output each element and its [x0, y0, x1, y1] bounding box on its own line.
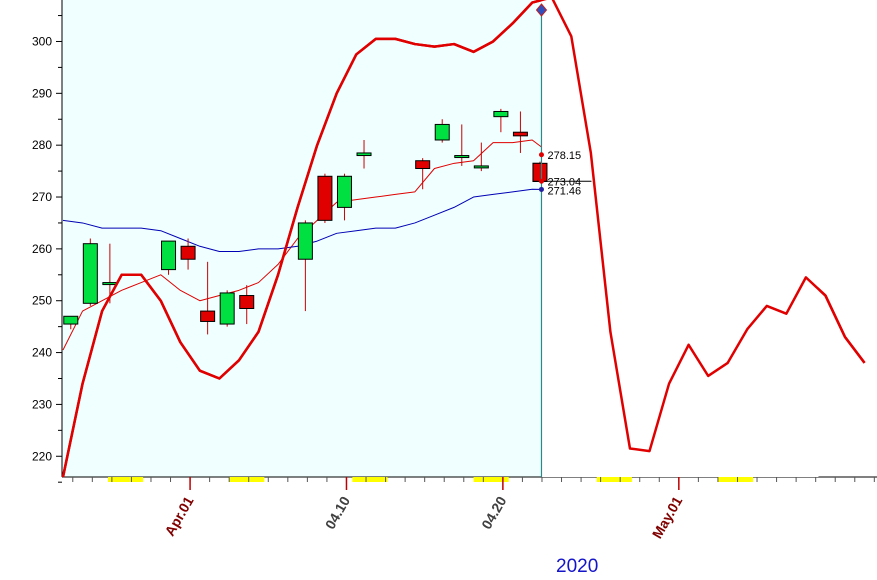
year-label: 2020: [556, 556, 599, 577]
candle-body: [473, 165, 489, 169]
candle-body: [219, 292, 235, 325]
candle-body: [512, 131, 528, 137]
candle-body: [317, 175, 333, 221]
y-axis-ticks: 220 230 240 250 260 270 280 290 300: [32, 15, 62, 483]
weekend-markers: [107, 477, 754, 482]
weekend-marker: [107, 477, 144, 482]
y-tick-label: 280: [32, 138, 52, 152]
cursor-handle-icon: [535, 3, 548, 17]
weekend-marker: [352, 477, 388, 482]
y-tick-label: 290: [32, 86, 52, 100]
y-tick-label: 230: [32, 397, 52, 411]
value-label: 278.15: [547, 150, 581, 162]
weekend-marker: [473, 477, 509, 482]
candle-body: [239, 295, 255, 309]
candle-body: [336, 175, 352, 208]
candle-body: [297, 222, 313, 260]
candle-body: [415, 160, 431, 170]
candle-body: [356, 152, 372, 157]
y-tick-label: 250: [32, 294, 52, 308]
series-line-0-overlay: [61, 0, 866, 478]
candle-body: [434, 123, 450, 141]
candle-body: [493, 110, 509, 118]
y-tick-label: 220: [32, 449, 52, 463]
x-tick-label: 04.20: [478, 493, 509, 532]
y-tick-label: 240: [32, 346, 52, 360]
weekend-marker: [596, 477, 632, 482]
weekend-marker: [717, 477, 754, 482]
x-tick-label: May.01: [649, 493, 686, 541]
weekend-marker: [229, 477, 265, 482]
value-label: 271.46: [547, 185, 581, 197]
future-area: [541, 0, 819, 477]
candle-body: [161, 240, 177, 271]
value-dot: [538, 152, 544, 158]
candle-body: [200, 310, 216, 322]
candle-body: [102, 282, 118, 286]
x-tick-label: Apr.01: [161, 493, 196, 538]
candle-body: [82, 243, 98, 304]
candle-body: [454, 155, 470, 159]
candle-body: [63, 315, 79, 325]
y-tick-label: 300: [32, 34, 52, 48]
value-dot: [538, 186, 544, 192]
x-axis-ticks: Apr.01 04.10 04.20 May.01: [72, 477, 875, 541]
candle-body: [532, 162, 548, 182]
plot-background: [62, 0, 600, 477]
value-dot: [538, 178, 544, 184]
y-tick-label: 270: [32, 190, 52, 204]
value-label: 273.04: [547, 176, 581, 188]
x-tick-label: 04.10: [322, 493, 353, 532]
candle-body: [180, 245, 196, 260]
y-tick-label: 260: [32, 242, 52, 256]
